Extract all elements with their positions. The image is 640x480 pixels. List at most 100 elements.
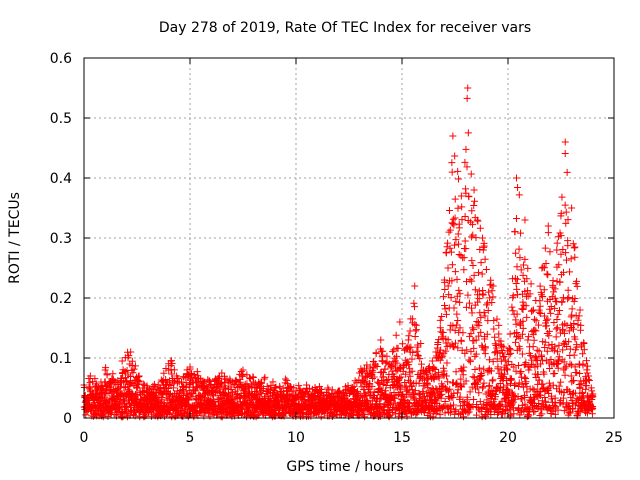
x-tick-label: 10 [287, 430, 305, 446]
data-point [512, 279, 520, 287]
data-point [360, 392, 368, 400]
peak-point [576, 306, 584, 314]
data-point [135, 378, 143, 386]
data-point [127, 373, 135, 381]
data-point [372, 349, 380, 357]
peak-point [101, 366, 109, 374]
peak-point [521, 216, 529, 224]
data-point [446, 409, 454, 417]
data-point [544, 229, 552, 237]
data-point [490, 316, 498, 324]
peak-point [440, 276, 448, 284]
data-point [328, 386, 336, 394]
data-point [447, 294, 455, 302]
peak-point [144, 384, 152, 392]
data-point [125, 352, 133, 360]
data-point [376, 384, 384, 392]
data-point [455, 240, 463, 248]
data-point [455, 220, 463, 228]
data-point [570, 319, 578, 327]
data-point [531, 407, 539, 415]
x-tick-label: 5 [186, 430, 195, 446]
data-point [451, 407, 459, 415]
data-point [442, 310, 450, 318]
data-point [469, 220, 477, 228]
peak-point [377, 336, 385, 344]
data-point [518, 305, 526, 313]
data-point [468, 304, 476, 312]
data-point [470, 271, 478, 279]
data-point [448, 168, 456, 176]
data-point [243, 413, 251, 421]
data-point [286, 382, 294, 390]
peak-point [118, 357, 126, 365]
data-point [493, 355, 501, 363]
data-point [452, 368, 460, 376]
data-point [517, 368, 525, 375]
peak-point [313, 387, 321, 395]
data-point [85, 385, 93, 393]
data-point [544, 315, 552, 323]
data-points [80, 84, 597, 421]
data-point [480, 308, 488, 316]
y-tick-label: 0.6 [50, 51, 72, 67]
data-point [522, 378, 530, 386]
data-point [468, 277, 476, 285]
data-point [480, 379, 488, 387]
data-point [439, 293, 447, 301]
data-point [513, 285, 521, 293]
data-point [551, 294, 559, 302]
data-point [489, 293, 497, 301]
data-point [569, 240, 577, 248]
data-point [438, 390, 446, 398]
data-point [450, 343, 458, 351]
data-point [405, 344, 413, 352]
data-point [573, 282, 581, 290]
data-point [460, 254, 468, 262]
data-point [579, 360, 587, 368]
data-point [567, 394, 575, 402]
data-point [487, 411, 495, 419]
data-point [405, 332, 413, 340]
peak-point [324, 384, 332, 392]
data-point [489, 358, 497, 366]
data-point [539, 263, 547, 271]
data-point [466, 404, 474, 412]
data-point [545, 404, 553, 412]
data-point [484, 317, 492, 325]
data-point [437, 346, 445, 354]
data-point [475, 295, 483, 303]
peak-point [197, 375, 205, 383]
data-point [456, 393, 464, 401]
data-point [240, 386, 248, 394]
data-point [548, 293, 556, 301]
data-point [517, 229, 525, 237]
peak-point [553, 246, 561, 254]
data-point [555, 341, 563, 349]
data-point [562, 256, 570, 264]
data-point [478, 270, 486, 278]
x-tick-label: 25 [605, 430, 623, 446]
data-point [452, 236, 460, 244]
data-point [381, 365, 389, 373]
data-point [456, 298, 464, 306]
data-point [433, 406, 441, 414]
data-point [552, 402, 560, 410]
data-point [455, 251, 463, 259]
data-point [514, 184, 522, 192]
data-point [131, 409, 139, 417]
data-point [524, 336, 532, 344]
data-point [451, 326, 459, 334]
data-point [536, 282, 544, 290]
peak-point [411, 282, 419, 290]
data-point [575, 408, 583, 416]
data-point [479, 291, 487, 299]
y-tick-label: 0 [63, 411, 72, 427]
data-point [205, 377, 213, 385]
data-point [436, 356, 444, 364]
data-point [580, 346, 588, 354]
data-point [390, 346, 398, 354]
data-point [464, 291, 472, 299]
data-point [444, 336, 452, 344]
data-point [540, 286, 548, 294]
